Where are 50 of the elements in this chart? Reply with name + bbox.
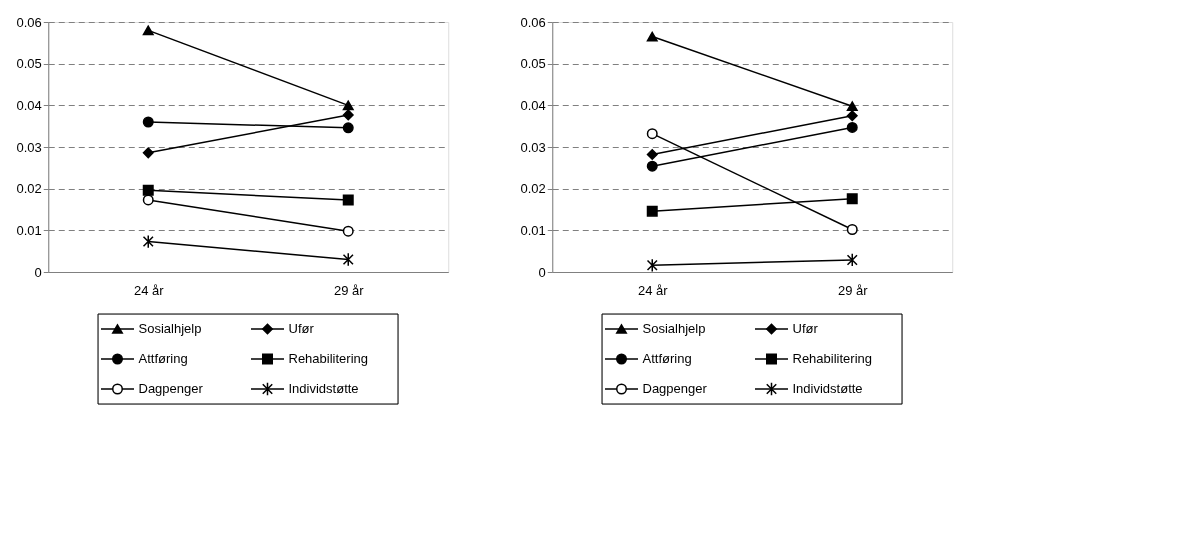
y-tick-label: 0.02 — [16, 181, 42, 197]
point — [646, 160, 658, 172]
y-tick-label: 0 — [34, 264, 42, 280]
point — [846, 253, 858, 267]
y-tick-label: 0.05 — [16, 56, 42, 72]
legend-label: Sosialhjelp — [138, 321, 202, 336]
point — [342, 225, 354, 237]
point — [646, 128, 658, 140]
legend-label: Attføring — [642, 351, 692, 366]
legend-label: Individstøtte — [792, 381, 863, 396]
legend-label: Individstøtte — [288, 381, 359, 396]
y-tick-label: 0.04 — [16, 97, 42, 113]
point — [846, 121, 858, 133]
y-tick-label: 0.06 — [520, 14, 546, 30]
legend-label: Dagpenger — [642, 381, 708, 396]
legend-label: Sosialhjelp — [642, 321, 706, 336]
point — [342, 122, 354, 134]
legend-label: Rehabilitering — [288, 351, 368, 366]
x-tick-label: 24 år — [133, 282, 165, 298]
legend-label: Ufør — [288, 321, 315, 336]
point — [646, 258, 658, 273]
legend-label: Ufør — [792, 321, 819, 336]
x-tick-label: 24 år — [637, 282, 669, 298]
point — [142, 234, 154, 249]
point — [846, 224, 858, 235]
legend-label: Rehabilitering — [792, 351, 872, 366]
point — [142, 147, 154, 159]
point — [142, 184, 154, 196]
x-tick-label: 29 år — [333, 282, 365, 298]
point — [342, 194, 354, 206]
y-tick-label: 0.05 — [520, 56, 546, 72]
legend-label: Attføring — [138, 351, 188, 366]
legend-label: Dagpenger — [138, 381, 204, 396]
point — [142, 194, 154, 206]
y-tick-label: 0.03 — [520, 139, 546, 155]
y-tick-label: 0.02 — [520, 181, 546, 197]
x-tick-label: 29 år — [837, 282, 869, 298]
point — [646, 205, 658, 217]
y-tick-label: 0 — [538, 264, 546, 280]
y-tick-label: 0.03 — [16, 139, 42, 155]
point — [342, 109, 354, 121]
y-tick-label: 0.01 — [16, 222, 42, 238]
point — [142, 116, 154, 128]
point — [846, 110, 858, 122]
point — [846, 193, 858, 205]
point — [342, 252, 354, 267]
point — [646, 149, 658, 160]
y-tick-label: 0.01 — [520, 222, 546, 238]
y-tick-label: 0.06 — [16, 14, 42, 30]
y-tick-label: 0.04 — [520, 97, 546, 113]
